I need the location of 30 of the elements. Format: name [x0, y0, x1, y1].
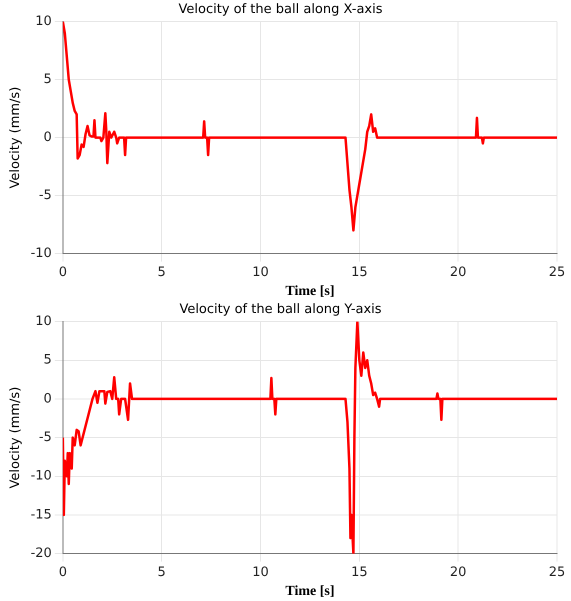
- y-tick-label: -5: [38, 430, 52, 445]
- x-tick-label: 25: [548, 564, 566, 580]
- x-tick-label: 15: [351, 264, 368, 280]
- y-tick-label: -20: [30, 546, 52, 561]
- y-tick-label: -5: [38, 188, 52, 203]
- y-axis-title: Velocity (mm/s): [8, 86, 24, 188]
- x-tick-label: 0: [58, 564, 67, 580]
- x-tick-label: 5: [158, 264, 166, 280]
- y-tick-label: 10: [35, 14, 52, 29]
- y-axis-title: Velocity (mm/s): [8, 386, 24, 488]
- x-tick-label: 15: [351, 564, 368, 580]
- x-tick-label: 25: [548, 264, 566, 280]
- x-tick-label: 10: [252, 564, 269, 580]
- x-tick-label: 20: [450, 564, 466, 580]
- y-tick-label: 5: [44, 352, 52, 368]
- chart-title: Velocity of the ball along Y-axis: [179, 302, 382, 318]
- x-tick-label: 5: [158, 564, 166, 580]
- y-tick-label: -10: [30, 246, 52, 261]
- y-tick-label: 0: [44, 130, 52, 145]
- x-tick-label: 0: [58, 264, 67, 280]
- y-tick-label: 10: [35, 314, 52, 329]
- y-tick-label: -10: [30, 468, 52, 484]
- x-axis-title: Time [s]: [285, 584, 334, 600]
- x-tick-label: 10: [252, 264, 269, 280]
- chart-title: Velocity of the ball along X-axis: [178, 2, 383, 18]
- y-tick-label: 5: [44, 72, 52, 87]
- y-tick-label: -15: [30, 507, 52, 522]
- y-tick-label: 0: [44, 391, 52, 406]
- x-axis-title: Time [s]: [285, 284, 334, 300]
- x-tick-label: 20: [450, 264, 466, 280]
